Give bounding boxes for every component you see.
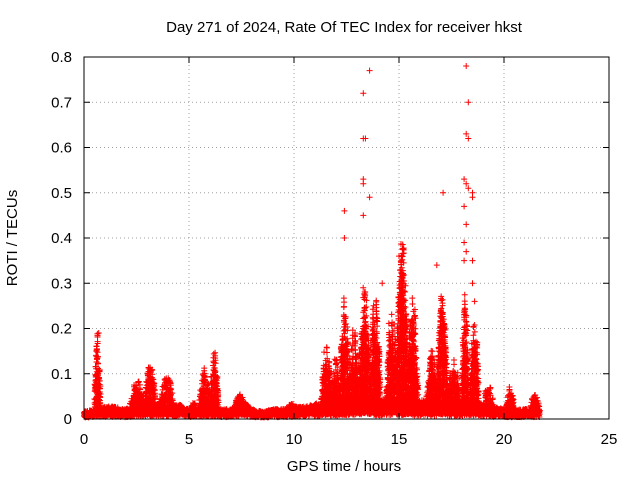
- data-point: [324, 344, 330, 350]
- data-point: [324, 349, 330, 355]
- data-point: [201, 365, 207, 371]
- chart-title: Day 271 of 2024, Rate Of TEC Index for r…: [166, 19, 523, 36]
- data-point: [95, 334, 101, 340]
- points-layer: [81, 63, 543, 420]
